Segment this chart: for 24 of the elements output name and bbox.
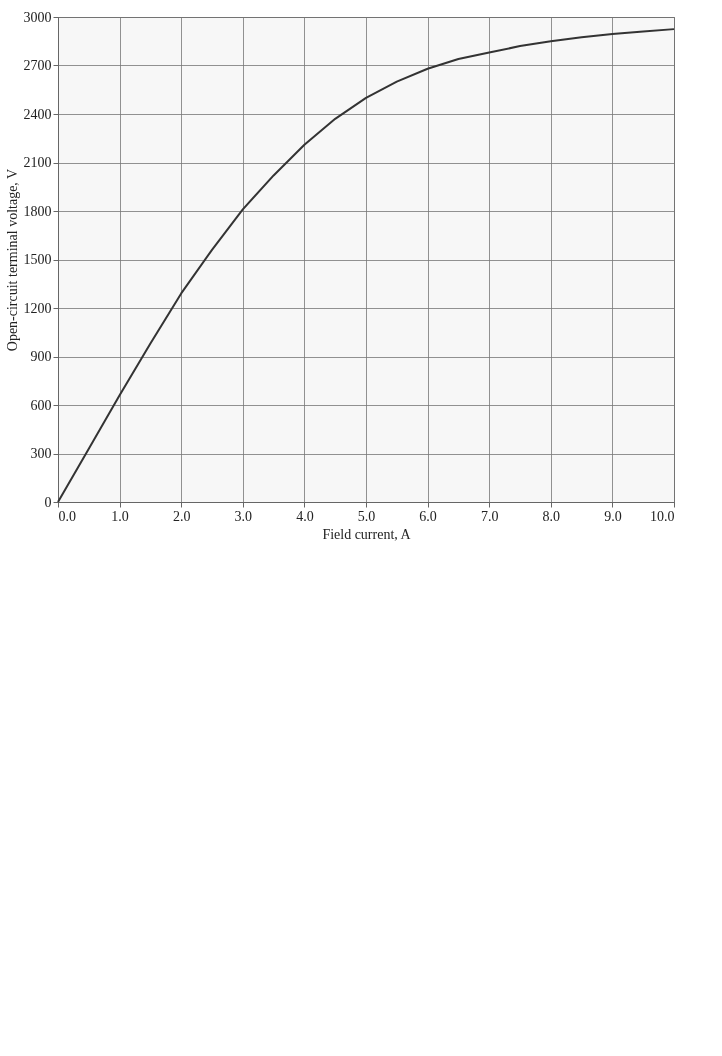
x-tick-label: 2.0 (172, 508, 191, 524)
y-axis-title: Open-circuit terminal voltage, V (4, 168, 20, 352)
y-tick-label: 2700 (23, 58, 52, 73)
x-tick-label: 6.0 (419, 508, 437, 524)
x-tick-label: 8.0 (542, 508, 561, 524)
y-tick-label: 1500 (23, 252, 52, 267)
x-tick-label: 10.0 (650, 508, 675, 524)
x-tick-label: 5.0 (357, 508, 376, 524)
x-tick-label: 4.0 (296, 508, 314, 524)
y-tick-label: 900 (30, 349, 52, 364)
y-tick-label: 0 (44, 494, 52, 510)
y-tick-label: 600 (30, 397, 52, 413)
y-tick-label: 3000 (23, 9, 52, 25)
y-tick-label: 2400 (23, 106, 52, 122)
y-tick-label: 2100 (23, 155, 52, 170)
y-tick-label: 1200 (23, 300, 52, 316)
x-tick-label: 9.0 (604, 508, 622, 524)
x-tick-label: 7.0 (480, 508, 499, 524)
x-tick-label: 3.0 (234, 508, 253, 524)
y-tick-label: 1800 (23, 203, 52, 219)
y-tick-label: 300 (30, 446, 52, 461)
x-axis-title: Field current, A (322, 526, 412, 542)
x-tick-label: 1.0 (111, 508, 129, 524)
x-tick-label: 0.0 (58, 508, 76, 524)
